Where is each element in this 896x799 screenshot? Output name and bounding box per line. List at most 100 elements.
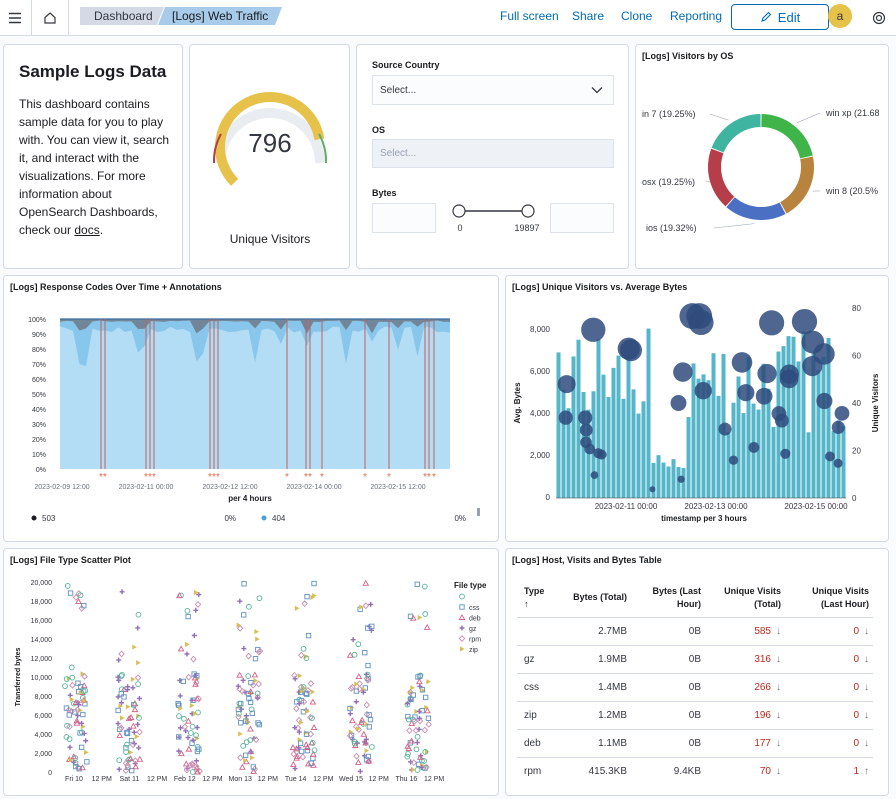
os-select[interactable]: Select... xyxy=(372,139,614,168)
bubble xyxy=(694,382,712,400)
scatter-point xyxy=(81,672,88,680)
table-cell: 9.4KB xyxy=(631,756,705,785)
home-icon[interactable] xyxy=(32,0,68,36)
table-row: deb 1.1MB 0B 177 ↓ 0 ↓ xyxy=(517,728,873,757)
scatter-point xyxy=(422,749,429,755)
bubble xyxy=(833,458,843,468)
bar xyxy=(831,431,836,498)
file-type-scatter-chart: 20,000 18,000 16,000 14,000 12,000 10,000 8,00… xyxy=(15,579,487,783)
col-visits-last-hour[interactable]: Unique Visits (Last Hour) xyxy=(812,585,869,609)
visitors-panel: [Logs] Unique Visitors vs. Average Bytes… xyxy=(505,275,889,542)
col-bytes-last-hour[interactable]: Bytes (Last Hour) xyxy=(652,585,701,609)
table-cell: 415.3KB xyxy=(567,756,631,785)
breadcrumb-dashboard[interactable]: Dashboard xyxy=(80,7,164,25)
scatter-point xyxy=(293,748,300,756)
bytes-max-input[interactable] xyxy=(550,203,614,233)
share-link[interactable]: Share xyxy=(572,9,605,23)
scatter-point xyxy=(348,717,356,724)
scatter-point xyxy=(181,715,187,722)
avatar[interactable]: a xyxy=(828,4,852,28)
scatter-point xyxy=(309,698,317,705)
scatter-point xyxy=(130,685,136,691)
scatter-point xyxy=(64,583,71,589)
scatter-point xyxy=(67,590,74,596)
bubble xyxy=(620,339,642,362)
legend-series-name: 404 xyxy=(272,514,286,523)
donut-label: in 7 (19.25%) xyxy=(642,109,696,119)
scatter-point xyxy=(237,598,243,604)
bytes-range-slider[interactable]: 0 19897 xyxy=(447,200,541,236)
scatter-point xyxy=(246,695,252,702)
scatter-point xyxy=(63,676,70,682)
cell-value: deb xyxy=(524,737,541,749)
bar xyxy=(636,413,641,498)
slider-max-handle xyxy=(521,204,535,218)
bytes-min-input[interactable] xyxy=(372,203,436,233)
arrow-down-icon: ↓ xyxy=(864,737,869,749)
bar xyxy=(661,462,666,498)
scatter-point xyxy=(305,708,310,715)
cell-value: 585 xyxy=(754,625,771,637)
scatter-point xyxy=(132,757,139,765)
scatter-point xyxy=(118,691,124,697)
controls-panel: Source Country Select... OS Select... By… xyxy=(356,44,629,269)
bar xyxy=(591,391,596,498)
bar xyxy=(671,459,676,498)
bubble xyxy=(728,455,739,465)
scatter-point xyxy=(62,683,68,689)
bubble xyxy=(731,352,753,373)
table-row: zip 1.2MB 0B 196 ↓ 0 ↓ xyxy=(517,700,873,729)
source-country-select[interactable]: Select... xyxy=(372,75,614,105)
clone-link[interactable]: Clone xyxy=(621,9,653,23)
x-tick-label: Tue 14 xyxy=(285,776,307,783)
scatter-point xyxy=(359,604,364,610)
col-type[interactable]: Type ↑ xyxy=(524,585,545,609)
scatter-point xyxy=(353,752,360,760)
edit-button[interactable]: Edit xyxy=(731,4,829,30)
scatter-point xyxy=(299,753,307,761)
scatter-point xyxy=(351,738,358,745)
scatter-point xyxy=(297,740,304,746)
col-bytes-total[interactable]: Bytes (Total) xyxy=(573,592,627,603)
scatter-point xyxy=(77,592,84,599)
scatter-point xyxy=(131,701,137,708)
scatter-point xyxy=(243,757,248,764)
annotation-marker: * xyxy=(308,472,312,483)
scatter-point xyxy=(356,685,363,693)
scatter-point xyxy=(136,745,142,751)
col-visits-total[interactable]: Unique Visits (Total) xyxy=(724,585,781,609)
scatter-point xyxy=(421,583,428,590)
menu-icon[interactable] xyxy=(0,0,30,36)
scatter-point xyxy=(346,651,354,658)
y-tick-label: 100% xyxy=(28,317,46,324)
scatter-point xyxy=(185,673,192,681)
table-cell: deb xyxy=(517,728,567,757)
full-screen-link[interactable]: Full screen xyxy=(500,9,559,23)
table-cell: rpm xyxy=(517,756,567,785)
annotation-marker: * xyxy=(152,472,156,483)
scatter-point xyxy=(135,625,141,631)
bar xyxy=(631,389,636,498)
bubble xyxy=(757,363,777,384)
bar xyxy=(676,466,681,498)
scatter-point xyxy=(346,732,354,740)
scatter-point xyxy=(243,713,249,719)
bubble xyxy=(581,317,606,342)
help-icon[interactable] xyxy=(864,0,894,36)
scatter-point xyxy=(194,725,200,731)
bar xyxy=(656,455,661,498)
y-tick-label: 90% xyxy=(32,332,46,339)
scatter-point xyxy=(76,766,82,772)
scatter-point xyxy=(194,589,199,596)
table-cell: 1.1MB xyxy=(567,728,631,757)
scatter-point xyxy=(245,690,252,697)
scatter-point xyxy=(191,632,197,638)
markdown-body: This dashboard contains sample data for … xyxy=(19,97,170,237)
scatter-point xyxy=(421,726,429,734)
scatter-point xyxy=(236,700,243,707)
table-row: gz 1.9MB 0B 316 ↓ 0 ↓ xyxy=(517,644,873,673)
x-tick-label: 2023-02-12 12:00 xyxy=(202,484,257,491)
cell-value: 0 xyxy=(853,653,859,665)
reporting-link[interactable]: Reporting xyxy=(670,9,723,23)
docs-link[interactable]: docs xyxy=(74,223,100,237)
